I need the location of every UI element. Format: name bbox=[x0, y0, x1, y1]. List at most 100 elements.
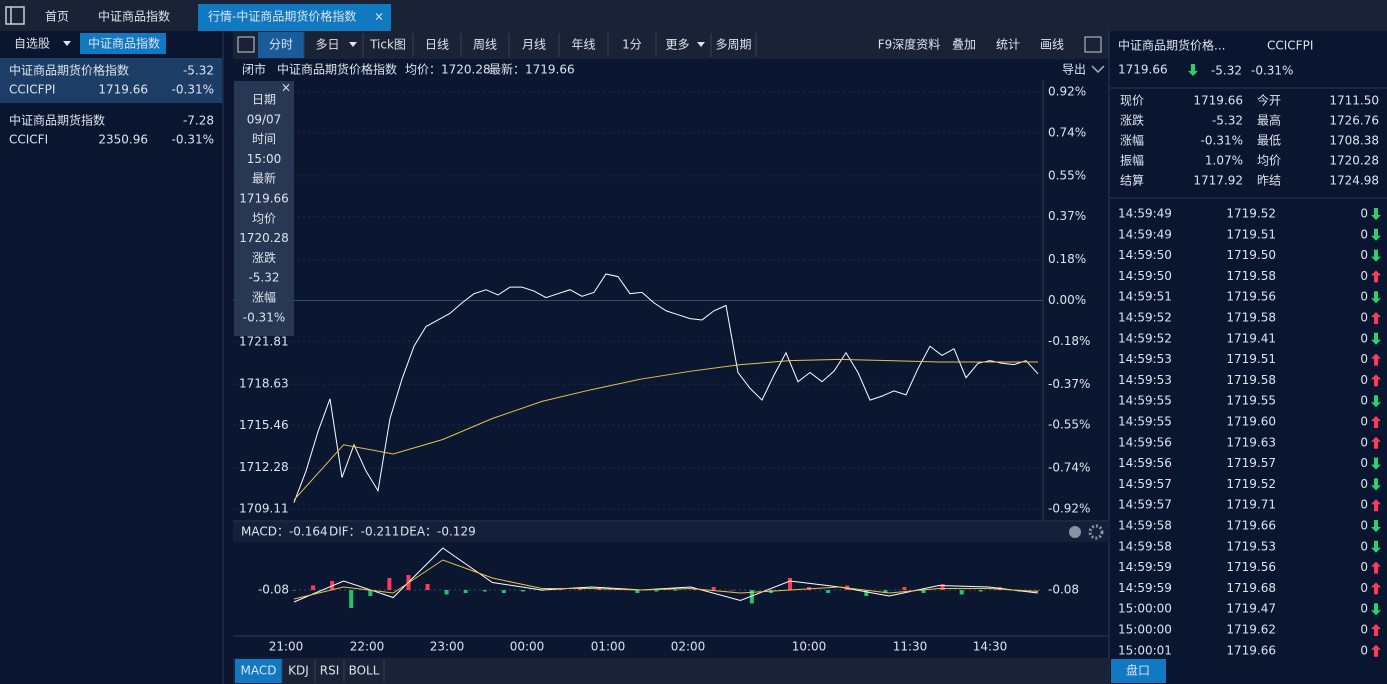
trade-time: 14:59:49 bbox=[1118, 227, 1172, 241]
macd-bar bbox=[635, 590, 640, 593]
tab[interactable]: 行情-中证商品期货价格指数 bbox=[208, 9, 356, 24]
toolbar-button[interactable]: 月线 bbox=[522, 38, 546, 52]
chevron-icon[interactable] bbox=[1091, 65, 1105, 74]
toolbar-button[interactable]: 分时 bbox=[269, 38, 293, 52]
y2-tick-label: 0.74% bbox=[1048, 125, 1086, 139]
y2-tick-label: -0.37% bbox=[1048, 377, 1090, 391]
x-tick-label: 00:00 bbox=[510, 640, 545, 654]
toolbar-icon[interactable] bbox=[237, 36, 255, 53]
tooltip-text: 涨幅 bbox=[252, 290, 276, 305]
y-tick-label: 1712.28 bbox=[239, 460, 289, 474]
footer-tab[interactable]: 盘口 bbox=[1126, 663, 1150, 678]
bottom-tab[interactable]: MACD bbox=[241, 664, 277, 678]
toolbar-button[interactable]: 多周期 bbox=[715, 38, 751, 52]
arrow-icon bbox=[1371, 312, 1381, 324]
left-tab[interactable]: 自选股 bbox=[14, 37, 50, 51]
market-status: 闭市 bbox=[242, 62, 266, 77]
settings-icon[interactable] bbox=[1088, 524, 1104, 540]
toolbar-button[interactable]: 日线 bbox=[425, 38, 449, 52]
toolbar-button[interactable]: Tick图 bbox=[369, 38, 406, 52]
tooltip-text: 1720.28 bbox=[239, 231, 289, 245]
bottom-tab[interactable]: RSI bbox=[320, 664, 340, 678]
toolbar-button[interactable]: 1分 bbox=[622, 38, 642, 52]
macd-bar bbox=[788, 578, 792, 590]
toolbar-active[interactable] bbox=[258, 32, 304, 58]
trade-price: 1719.68 bbox=[1226, 581, 1276, 595]
arrow-icon bbox=[1371, 228, 1381, 241]
macd-header bbox=[233, 522, 1109, 542]
close-icon[interactable] bbox=[1069, 526, 1081, 538]
macd-bar bbox=[368, 590, 373, 596]
macd-bar bbox=[349, 590, 354, 608]
toolbar-button[interactable]: F9深度资料 bbox=[878, 37, 941, 52]
y2-tick-label: -0.74% bbox=[1048, 461, 1090, 475]
tooltip-close[interactable]: × bbox=[281, 81, 291, 95]
macd-bar bbox=[444, 590, 449, 595]
trade-price: 1719.55 bbox=[1226, 394, 1276, 408]
bottom-tab[interactable]: BOLL bbox=[349, 664, 380, 678]
quote-value: 1.07% bbox=[1205, 154, 1243, 168]
stock-pct: -0.31% bbox=[172, 133, 214, 147]
tab-active[interactable] bbox=[198, 4, 391, 31]
dropdown-icon bbox=[697, 42, 705, 47]
tooltip bbox=[234, 81, 294, 336]
toolbar-icon[interactable] bbox=[1084, 36, 1102, 53]
price-line bbox=[293, 273, 1039, 503]
toolbar-button[interactable]: 统计 bbox=[996, 38, 1020, 52]
arrow-icon bbox=[1371, 499, 1381, 512]
macd-bar bbox=[883, 590, 888, 593]
macd-bar bbox=[559, 589, 564, 590]
arrow-icon bbox=[1371, 520, 1381, 532]
tab[interactable]: 中证商品指数 bbox=[98, 9, 170, 24]
toolbar-button[interactable]: 多日 bbox=[315, 38, 339, 52]
toolbar-button[interactable]: 叠加 bbox=[952, 38, 976, 52]
arrow-icon bbox=[1371, 249, 1381, 262]
macd-line bbox=[293, 559, 1039, 600]
quote-label: 现价 bbox=[1120, 94, 1144, 108]
quote-value: 1726.76 bbox=[1329, 114, 1379, 128]
dropdown-icon[interactable] bbox=[63, 41, 71, 46]
arrow-icon bbox=[1371, 208, 1381, 220]
trade-time: 14:59:59 bbox=[1118, 560, 1172, 574]
trade-volume: 0 bbox=[1360, 207, 1368, 221]
trade-time: 14:59:50 bbox=[1118, 269, 1172, 283]
y2-tick-label: 0.18% bbox=[1048, 252, 1086, 266]
trade-volume: 0 bbox=[1360, 394, 1368, 408]
left-tab-active[interactable] bbox=[80, 33, 166, 54]
export-button[interactable]: 导出 bbox=[1062, 63, 1086, 77]
tooltip-text: 日期 bbox=[252, 93, 276, 107]
toolbar-button[interactable]: 年线 bbox=[571, 38, 595, 52]
menu-icon[interactable] bbox=[5, 6, 25, 25]
toolbar-button[interactable]: 周线 bbox=[473, 38, 497, 52]
arrow-icon bbox=[1371, 561, 1381, 574]
left-tab[interactable]: 中证商品指数 bbox=[88, 36, 160, 51]
macd-bar bbox=[711, 587, 716, 590]
tab[interactable]: 首页 bbox=[45, 10, 69, 24]
bottom-tab-active[interactable] bbox=[235, 659, 282, 683]
x-tick-label: 14:30 bbox=[973, 640, 1008, 654]
trade-time: 14:59:56 bbox=[1118, 456, 1172, 470]
footer-tab-active[interactable] bbox=[1111, 659, 1166, 683]
stock-price: 2350.96 bbox=[98, 133, 148, 147]
y2-tick-label: 0.55% bbox=[1048, 168, 1086, 182]
trade-price: 1719.52 bbox=[1226, 207, 1276, 221]
bottom-tab[interactable]: KDJ bbox=[288, 664, 309, 678]
right-panel bbox=[1110, 31, 1387, 684]
macd-bar bbox=[826, 590, 831, 593]
trade-price: 1719.63 bbox=[1226, 435, 1276, 449]
tooltip-text: 09/07 bbox=[247, 112, 282, 126]
x-tick-label: 02:00 bbox=[671, 640, 706, 654]
toolbar-button[interactable]: 画线 bbox=[1040, 38, 1064, 52]
arrow-icon bbox=[1371, 270, 1381, 283]
trade-volume: 0 bbox=[1360, 643, 1368, 657]
y2-tick-label: -0.92% bbox=[1048, 502, 1090, 516]
trade-time: 14:59:51 bbox=[1118, 290, 1172, 304]
trade-volume: 0 bbox=[1360, 456, 1368, 470]
x-tick-label: 23:00 bbox=[430, 640, 465, 654]
selected-row[interactable] bbox=[0, 58, 222, 103]
toolbar-button[interactable]: 更多 bbox=[665, 38, 689, 52]
macd-bar bbox=[921, 590, 926, 593]
arrow-icon bbox=[1371, 374, 1381, 387]
trade-price: 1719.47 bbox=[1226, 602, 1276, 616]
tab-close[interactable]: × bbox=[374, 10, 384, 24]
